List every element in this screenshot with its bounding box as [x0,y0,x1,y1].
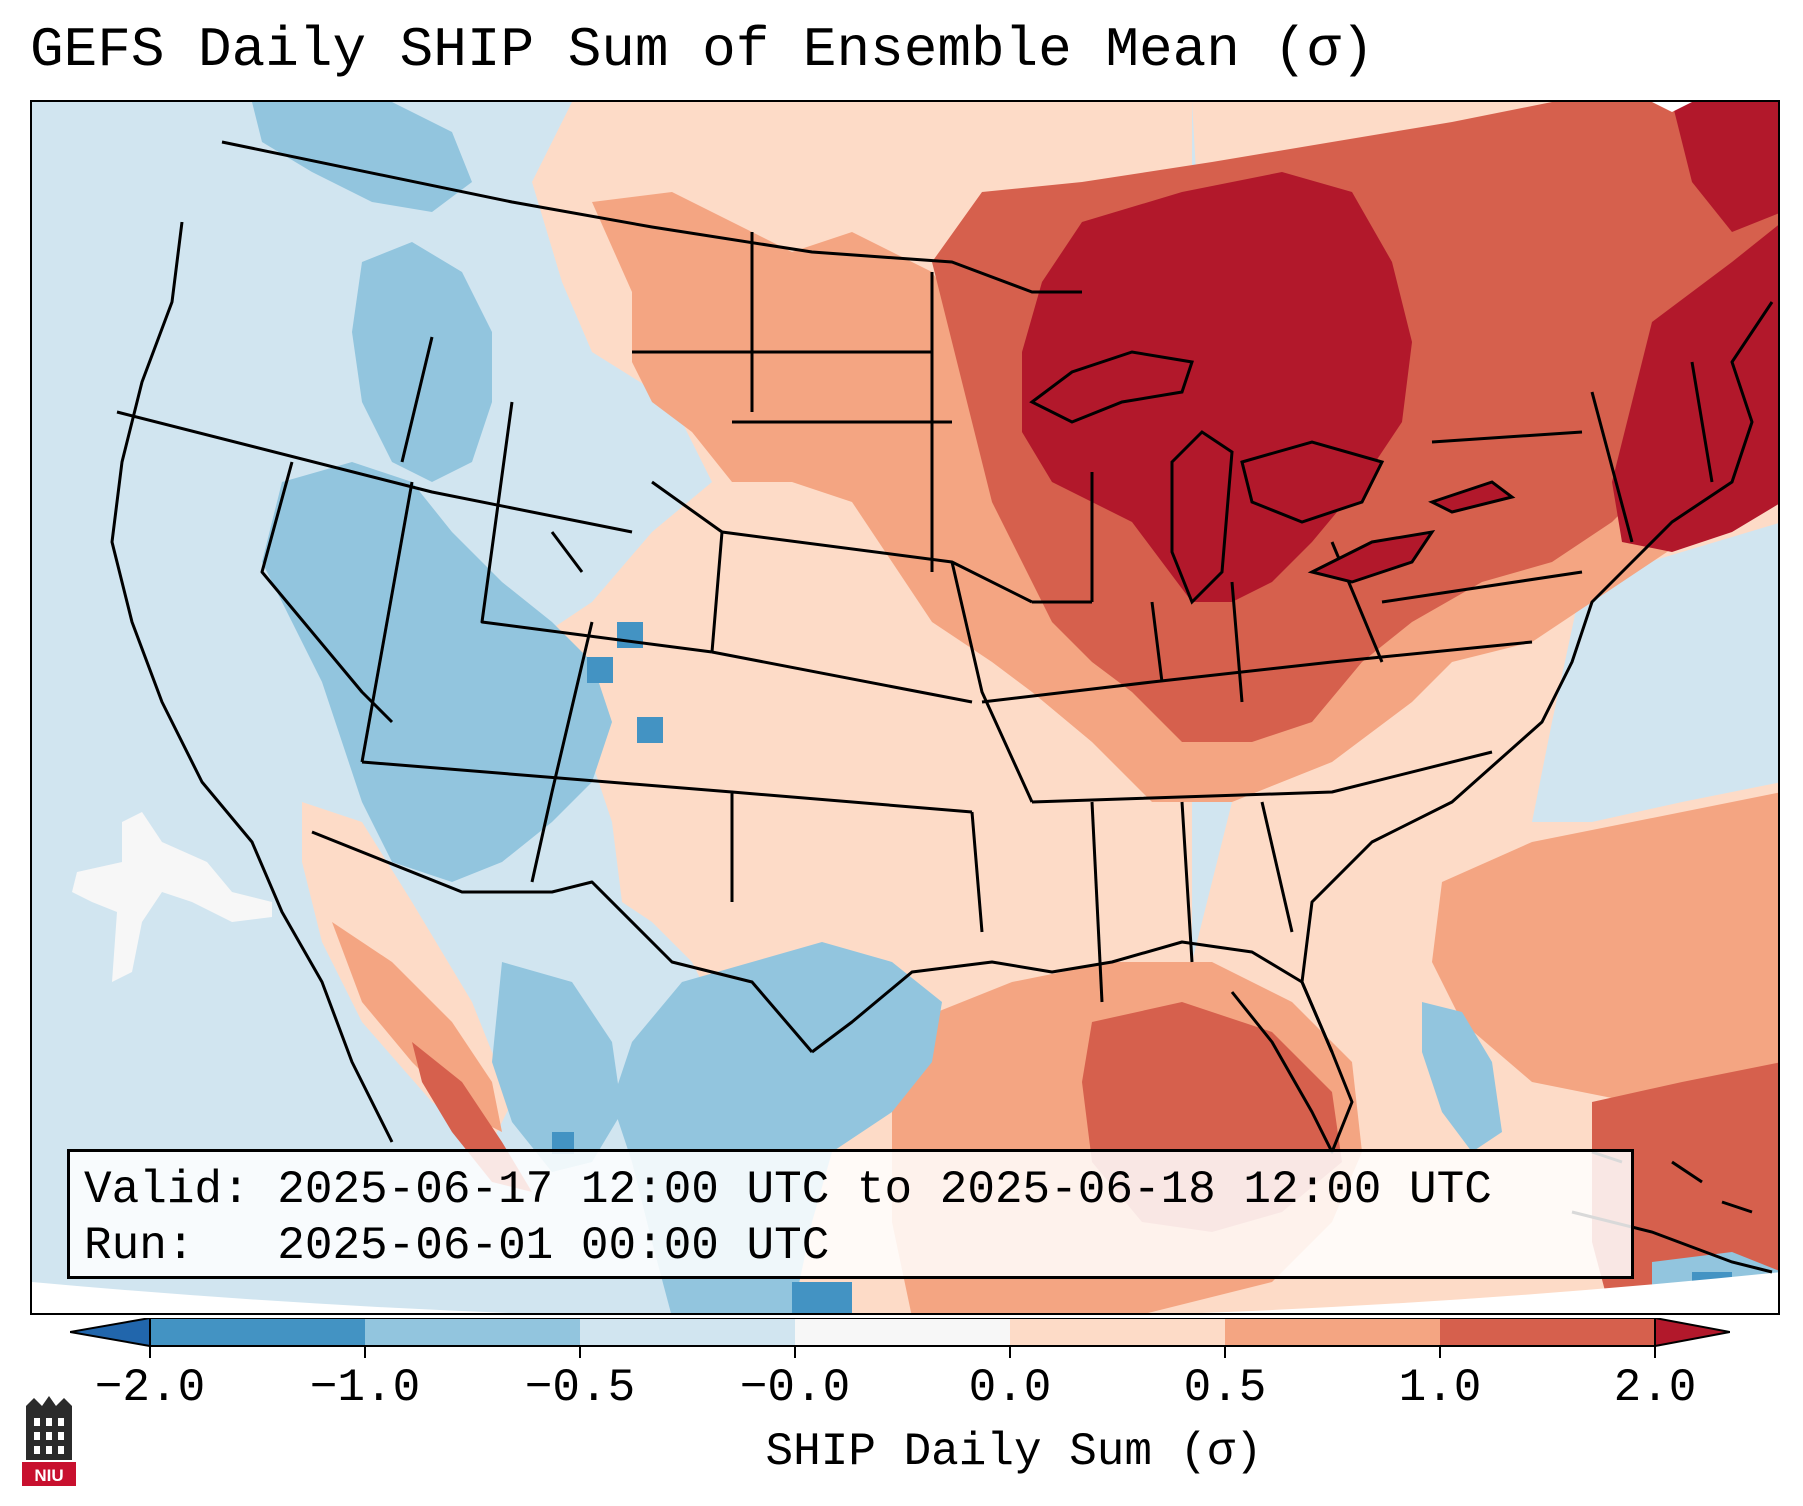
colorbar-bin [150,1318,365,1346]
strong-negative-spot [587,657,613,683]
colorbar-under-triangle [70,1318,151,1348]
strong-negative-spot [637,717,663,743]
near-zero-patch [72,812,272,982]
logo-text: NIU [34,1466,63,1485]
colorbar-bin [1440,1318,1655,1346]
negative-florida [1422,1002,1502,1152]
negative-northwest [252,102,472,212]
colorbar-bin [795,1318,1010,1346]
colorbar-bin [580,1318,795,1346]
valid-time: Valid: 2025-06-17 12:00 UTC to 2025-06-1… [84,1164,1492,1216]
moderate-positive-atlantic [1432,792,1778,1102]
tick-label: 0.0 [968,1362,1052,1414]
colorbar-over-triangle [1654,1318,1730,1348]
niu-logo: NIU [22,1396,76,1486]
tick-label: −2.0 [94,1362,206,1414]
strong-negative-spot [792,1282,852,1313]
tick-label: −0.0 [739,1362,851,1414]
strong-negative-spot [552,1132,574,1154]
state-boundaries [110,140,1774,1154]
colorbar-ticks [149,1346,1656,1358]
negative-mexico [492,962,622,1172]
colorbar-bin [365,1318,580,1346]
negative-rockies [262,462,612,882]
moderate-positive-baja [332,922,502,1132]
tick-label: −0.5 [524,1362,636,1414]
strong-negative-spot [617,622,643,648]
colorbar [70,1318,1730,1358]
tick-label: −1.0 [309,1362,421,1414]
colorbar-bin [1010,1318,1225,1346]
moderate-positive-north [592,192,1778,802]
positive-region-east [1592,1062,1778,1313]
negative-idaho [352,242,492,482]
tick-label: 0.5 [1183,1362,1267,1414]
tick-label: 1.0 [1398,1362,1482,1414]
great-lakes [1029,350,1516,605]
projection-edge-ne [1652,102,1692,112]
colorbar-bin [1225,1318,1440,1346]
chart-title: GEFS Daily SHIP Sum of Ensemble Mean (σ) [30,18,1375,82]
tick-label: 2.0 [1613,1362,1697,1414]
anomaly-map [32,102,1778,1313]
run-time: Run: 2025-06-01 00:00 UTC [84,1220,830,1272]
projection-edge [32,1272,1778,1313]
colorbar-label: SHIP Daily Sum (σ) [765,1426,1263,1478]
info-box: Valid: 2025-06-17 12:00 UTC to 2025-06-1… [67,1149,1634,1279]
strong-positive-ne-corner [1672,102,1778,232]
map-panel [30,100,1780,1315]
